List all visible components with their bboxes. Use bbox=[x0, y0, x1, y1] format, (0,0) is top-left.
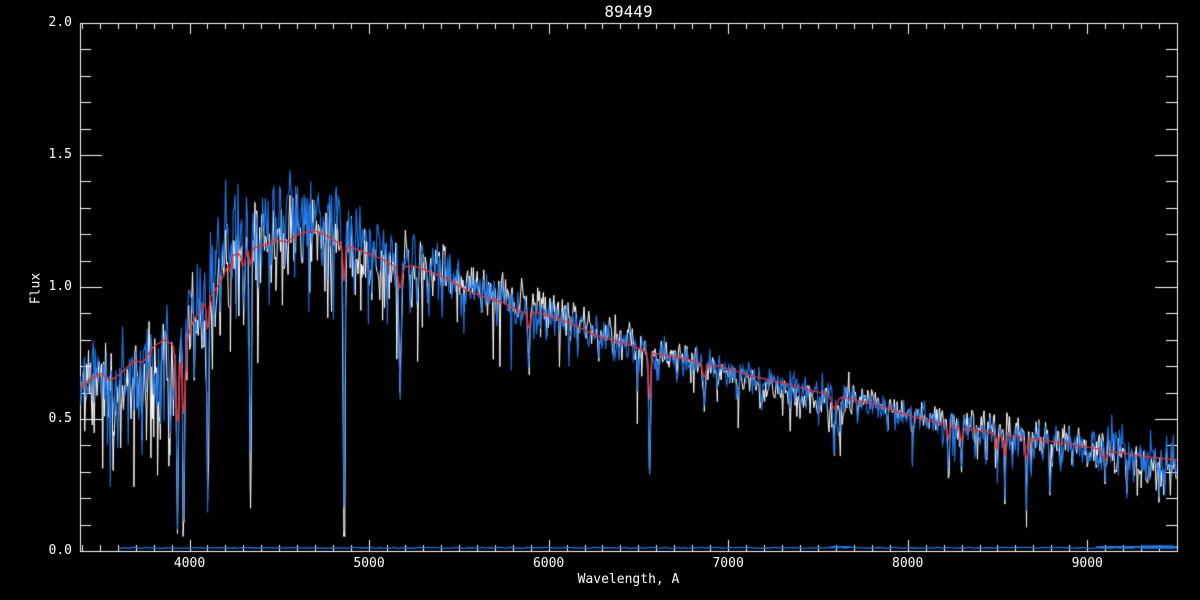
x-tick-label: 9000 bbox=[1071, 556, 1103, 571]
x-axis-label: Wavelength, A bbox=[577, 572, 680, 587]
chart-title: 89449 bbox=[604, 2, 653, 21]
y-tick-label: 1.5 bbox=[48, 147, 72, 162]
y-tick-label: 0.0 bbox=[48, 543, 72, 558]
x-tick-label: 5000 bbox=[353, 556, 385, 571]
x-tick-label: 7000 bbox=[712, 556, 744, 571]
x-tick-label: 4000 bbox=[173, 556, 206, 571]
y-tick-label: 1.0 bbox=[48, 279, 72, 294]
y-tick-label: 2.0 bbox=[48, 15, 72, 30]
x-tick-label: 6000 bbox=[532, 556, 565, 571]
y-tick-label: 0.5 bbox=[48, 411, 72, 426]
x-tick-label: 8000 bbox=[892, 556, 924, 571]
